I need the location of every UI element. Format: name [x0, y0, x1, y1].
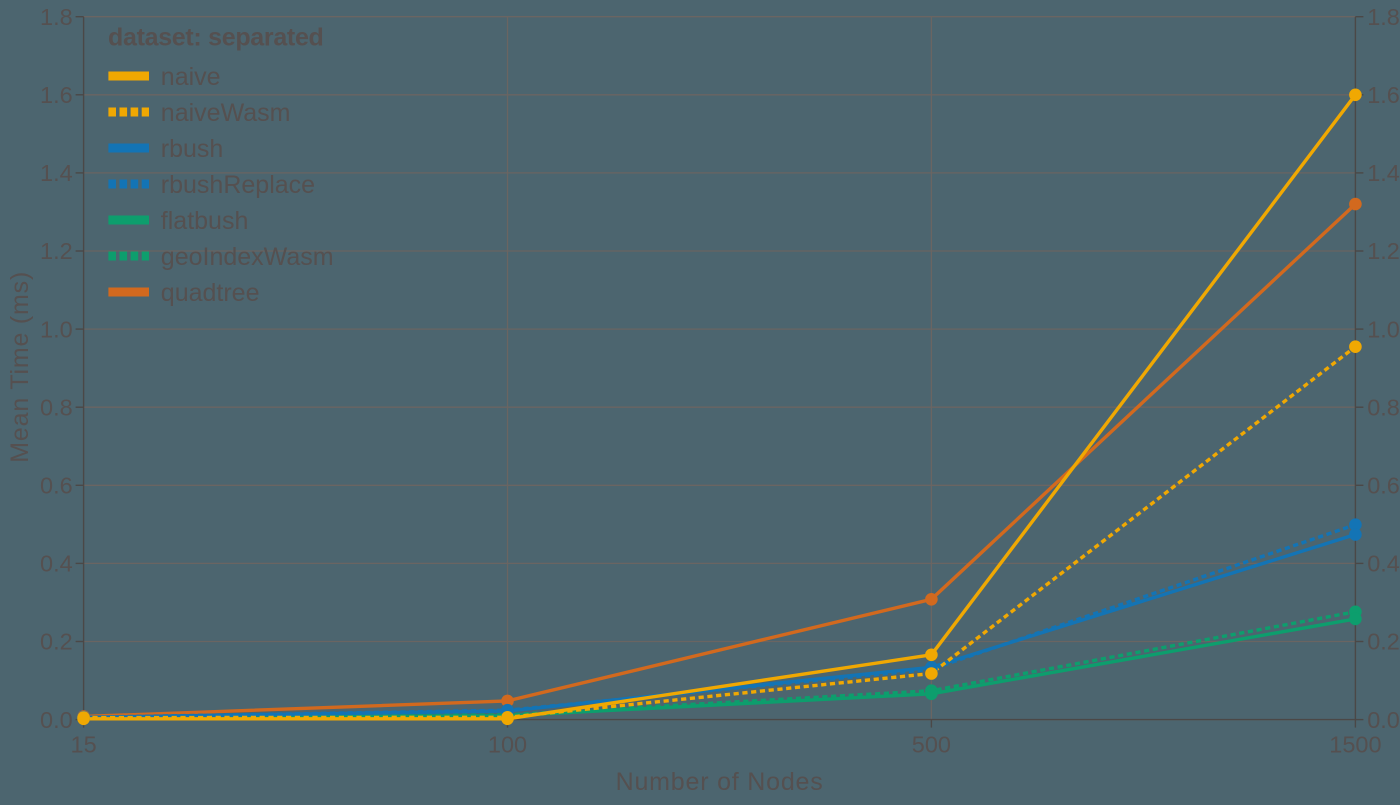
svg-text:naiveWasm: naiveWasm: [161, 99, 291, 127]
svg-text:0.4: 0.4: [40, 551, 73, 577]
svg-text:Number of Nodes: Number of Nodes: [616, 768, 824, 796]
svg-text:1.2: 1.2: [1367, 238, 1400, 264]
svg-text:0.2: 0.2: [1367, 629, 1400, 655]
svg-text:1.6: 1.6: [1367, 82, 1400, 108]
svg-text:1500: 1500: [1329, 732, 1381, 758]
svg-text:1.4: 1.4: [40, 160, 73, 186]
svg-text:0.4: 0.4: [1367, 551, 1400, 577]
svg-text:flatbush: flatbush: [161, 207, 249, 235]
svg-text:1.2: 1.2: [40, 238, 73, 264]
svg-text:1.4: 1.4: [1367, 160, 1400, 186]
svg-text:geoIndexWasm: geoIndexWasm: [161, 243, 334, 271]
svg-text:0.2: 0.2: [40, 629, 73, 655]
svg-text:dataset: separated: dataset: separated: [108, 23, 324, 51]
svg-text:500: 500: [912, 732, 951, 758]
svg-text:0.6: 0.6: [1367, 473, 1400, 499]
svg-text:0.6: 0.6: [40, 473, 73, 499]
svg-text:0.8: 0.8: [1367, 394, 1400, 420]
svg-text:100: 100: [488, 732, 527, 758]
svg-text:rbushReplace: rbushReplace: [161, 171, 315, 199]
svg-text:15: 15: [71, 732, 97, 758]
svg-text:Mean Time (ms): Mean Time (ms): [6, 271, 34, 463]
svg-text:1.8: 1.8: [40, 4, 73, 30]
svg-text:1.0: 1.0: [1367, 316, 1400, 342]
svg-text:0.0: 0.0: [1367, 707, 1400, 733]
svg-text:quadtree: quadtree: [161, 279, 260, 307]
svg-text:0.0: 0.0: [40, 707, 73, 733]
svg-text:0.8: 0.8: [40, 394, 73, 420]
svg-text:1.0: 1.0: [40, 316, 73, 342]
svg-text:rbush: rbush: [161, 135, 224, 163]
svg-text:1.8: 1.8: [1367, 4, 1400, 30]
svg-text:naive: naive: [161, 63, 221, 91]
svg-text:1.6: 1.6: [40, 82, 73, 108]
